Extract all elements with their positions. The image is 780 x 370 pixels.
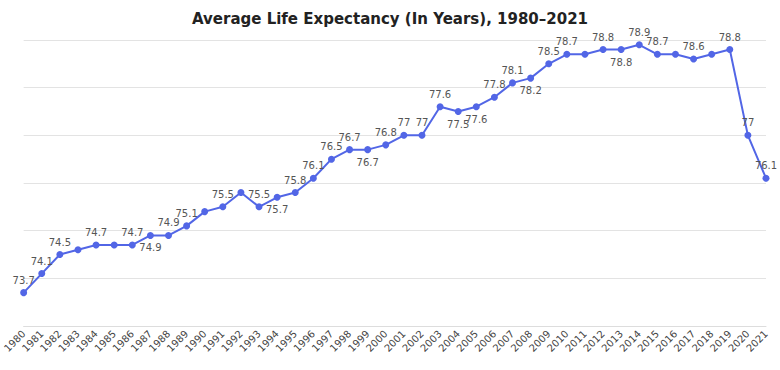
svg-text:75.5: 75.5 xyxy=(212,189,234,200)
svg-text:74.9: 74.9 xyxy=(139,242,161,253)
svg-text:76.1: 76.1 xyxy=(755,160,777,171)
svg-text:76.7: 76.7 xyxy=(357,157,379,168)
svg-text:77.5: 77.5 xyxy=(447,118,470,130)
svg-text:1980: 1980 xyxy=(1,328,28,354)
svg-text:78.1: 78.1 xyxy=(501,65,523,76)
svg-text:2012: 2012 xyxy=(581,328,607,354)
svg-text:74.9: 74.9 xyxy=(157,217,179,228)
svg-text:Average Life Expectancy (In Ye: Average Life Expectancy (In Years), 1980… xyxy=(192,10,588,28)
svg-text:74.5: 74.5 xyxy=(49,237,71,248)
svg-text:2017: 2017 xyxy=(671,328,698,354)
svg-text:78.5: 78.5 xyxy=(538,46,560,57)
svg-text:75.8: 75.8 xyxy=(284,175,306,186)
svg-text:2001: 2001 xyxy=(382,328,408,354)
svg-text:1983: 1983 xyxy=(56,328,82,354)
svg-text:2015: 2015 xyxy=(635,328,662,354)
svg-text:1998: 1998 xyxy=(327,328,354,354)
svg-text:1984: 1984 xyxy=(74,328,100,354)
svg-text:77.8: 77.8 xyxy=(483,79,505,90)
svg-text:78.8: 78.8 xyxy=(719,32,741,43)
svg-text:1989: 1989 xyxy=(164,328,191,354)
svg-text:78.8: 78.8 xyxy=(592,32,614,43)
svg-text:75.5: 75.5 xyxy=(248,189,270,200)
svg-text:78.9: 78.9 xyxy=(628,26,651,38)
svg-text:78.7: 78.7 xyxy=(646,36,668,47)
svg-text:75.7: 75.7 xyxy=(266,204,288,215)
svg-text:1987: 1987 xyxy=(128,328,155,354)
svg-text:78.7: 78.7 xyxy=(556,36,578,47)
svg-text:77.6: 77.6 xyxy=(429,89,451,100)
svg-text:1981: 1981 xyxy=(19,328,46,354)
svg-text:2021: 2021 xyxy=(744,328,770,354)
svg-text:78.6: 78.6 xyxy=(682,41,704,52)
svg-text:76.5: 76.5 xyxy=(320,141,342,152)
svg-text:2019: 2019 xyxy=(707,328,734,354)
svg-text:1999: 1999 xyxy=(345,328,372,354)
svg-text:75.1: 75.1 xyxy=(175,208,197,219)
svg-text:2004: 2004 xyxy=(436,328,463,354)
svg-text:1995: 1995 xyxy=(273,328,300,354)
svg-text:77: 77 xyxy=(742,117,755,128)
svg-text:1986: 1986 xyxy=(110,328,137,354)
svg-text:73.7: 73.7 xyxy=(13,275,35,286)
svg-text:1991: 1991 xyxy=(201,328,227,354)
svg-text:2003: 2003 xyxy=(418,328,444,354)
svg-text:2020: 2020 xyxy=(726,328,752,354)
svg-text:1996: 1996 xyxy=(291,328,318,354)
svg-text:76.1: 76.1 xyxy=(302,160,324,171)
svg-text:74.1: 74.1 xyxy=(31,256,53,267)
svg-text:78.2: 78.2 xyxy=(519,85,541,96)
svg-text:74.7: 74.7 xyxy=(85,227,107,238)
svg-text:77: 77 xyxy=(398,117,411,128)
svg-text:2018: 2018 xyxy=(689,328,716,354)
svg-text:2005: 2005 xyxy=(454,328,481,354)
svg-text:76.8: 76.8 xyxy=(375,127,397,138)
svg-text:1997: 1997 xyxy=(309,328,336,354)
svg-text:1994: 1994 xyxy=(255,328,281,354)
svg-text:2010: 2010 xyxy=(545,328,571,354)
svg-text:2014: 2014 xyxy=(617,328,644,354)
svg-text:76.7: 76.7 xyxy=(338,132,360,143)
svg-text:2002: 2002 xyxy=(400,328,426,354)
svg-text:1993: 1993 xyxy=(237,328,263,354)
svg-text:78.8: 78.8 xyxy=(610,57,632,68)
svg-text:77: 77 xyxy=(416,117,429,128)
svg-text:74.7: 74.7 xyxy=(121,227,143,238)
svg-text:2016: 2016 xyxy=(653,328,680,354)
svg-text:1992: 1992 xyxy=(219,328,245,354)
svg-text:2011: 2011 xyxy=(563,328,589,354)
svg-text:1985: 1985 xyxy=(92,328,119,354)
svg-text:2007: 2007 xyxy=(490,328,517,354)
svg-text:77.6: 77.6 xyxy=(465,114,487,125)
svg-text:1990: 1990 xyxy=(182,328,209,354)
svg-text:2008: 2008 xyxy=(508,328,535,354)
svg-text:2000: 2000 xyxy=(363,328,390,354)
svg-text:2009: 2009 xyxy=(526,328,553,354)
svg-text:1982: 1982 xyxy=(38,328,64,354)
svg-text:2013: 2013 xyxy=(599,328,625,354)
svg-text:1988: 1988 xyxy=(146,328,173,354)
svg-text:2006: 2006 xyxy=(472,328,499,354)
